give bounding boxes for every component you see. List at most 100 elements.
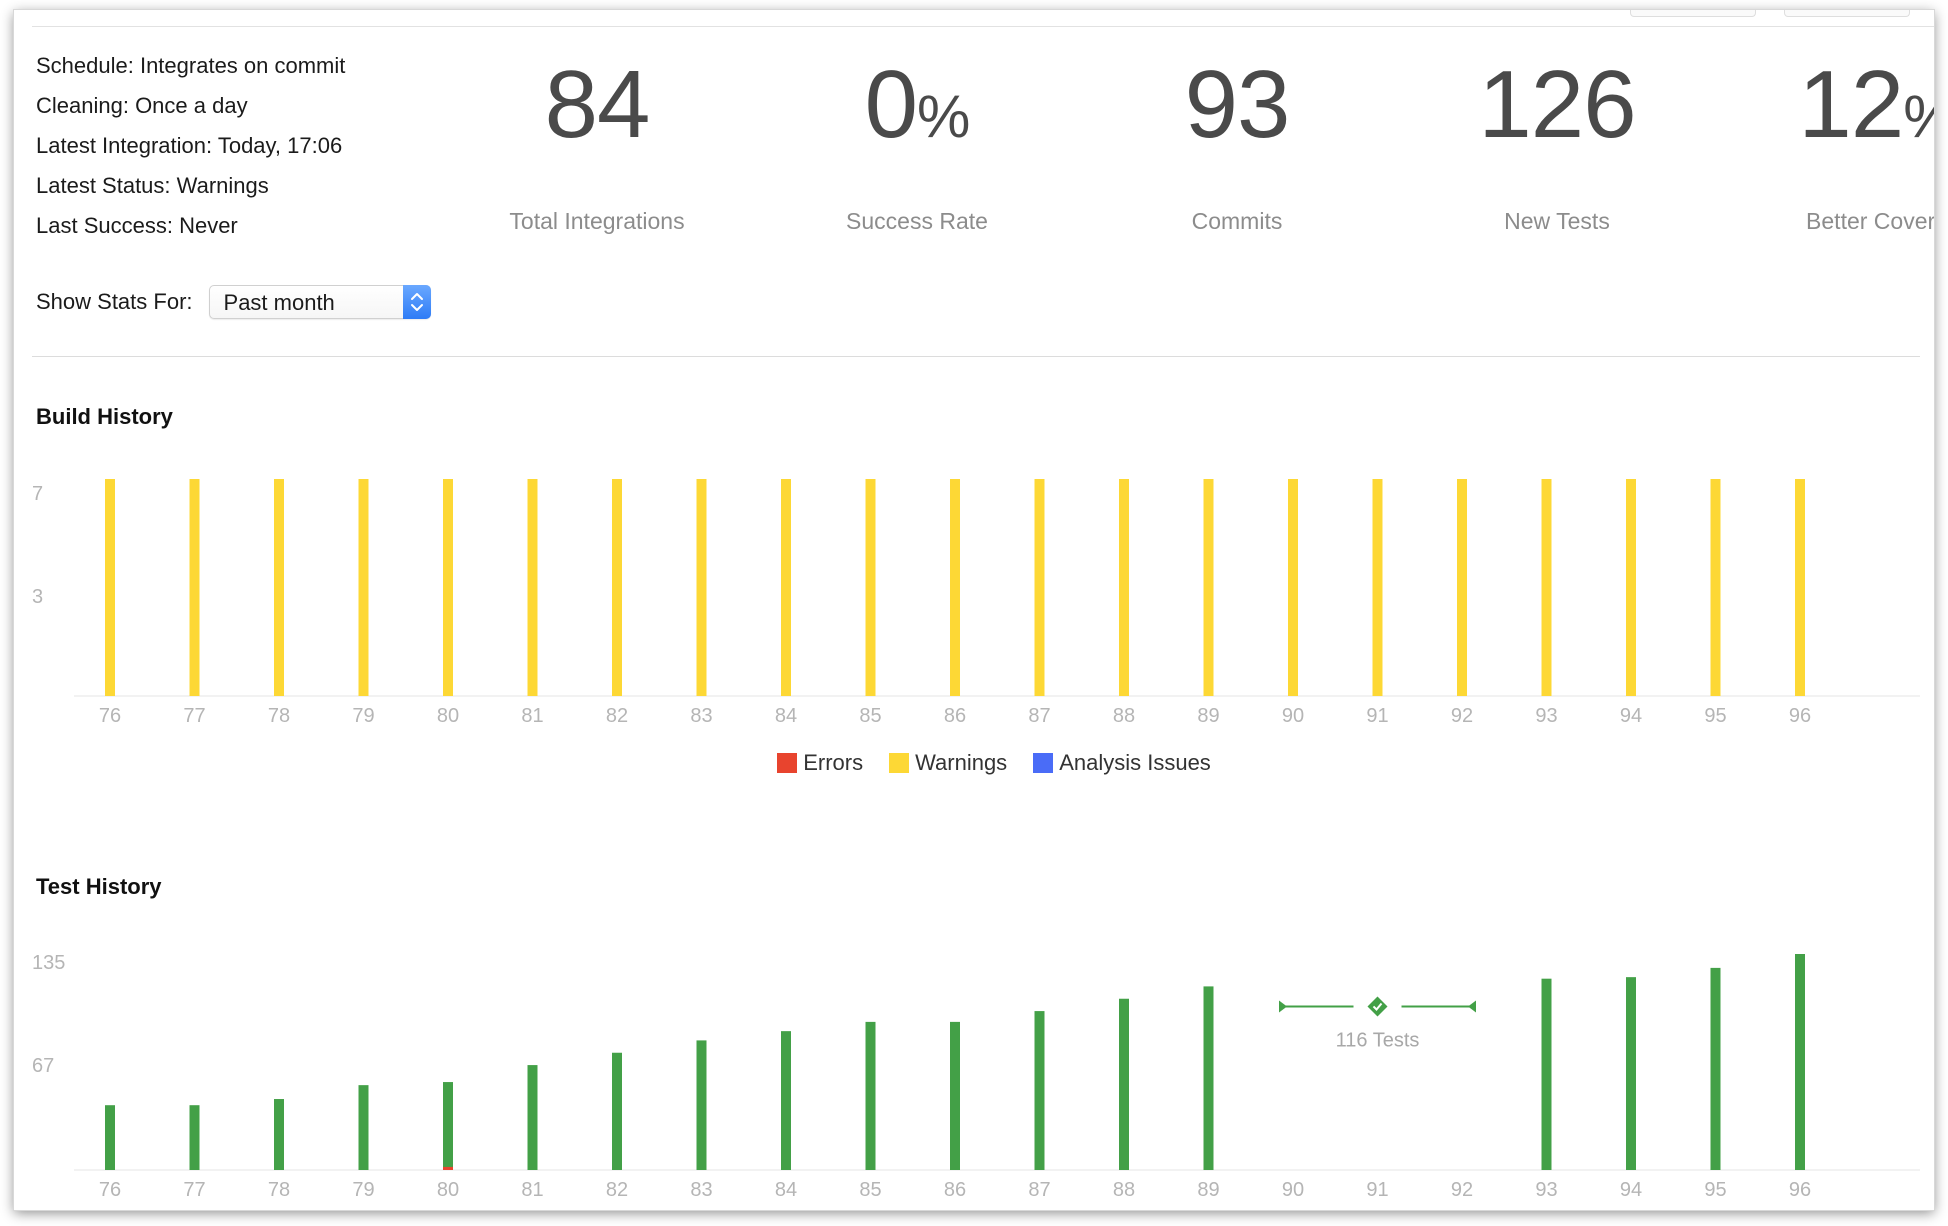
x-tick-label: 90 — [1282, 1179, 1304, 1201]
gap-arrow-right-icon — [1468, 1000, 1476, 1013]
stat-label: Total Integrations — [509, 208, 685, 234]
x-tick-label: 79 — [352, 1179, 374, 1201]
x-tick-label: 96 — [1789, 1179, 1811, 1201]
x-tick-label: 83 — [690, 1179, 712, 1201]
bar — [358, 479, 369, 696]
y-tick-label: 135 — [32, 952, 65, 974]
x-tick-label: 86 — [944, 705, 966, 727]
stats-period-select[interactable]: Past month — [208, 285, 431, 319]
latest-integration-text: Latest Integration: Today, 17:06 — [36, 133, 343, 158]
stat-better-coverage: 12% Better Covera — [1717, 50, 1934, 235]
bar — [612, 1052, 622, 1170]
gap-annotation-label: 116 Tests — [1336, 1029, 1420, 1051]
x-tick-label: 82 — [606, 705, 628, 727]
x-tick-label: 92 — [1451, 705, 1473, 727]
bar — [1710, 967, 1721, 1170]
x-tick-label: 84 — [775, 705, 797, 727]
x-tick-label: 81 — [521, 1179, 543, 1201]
build-history-chart: 7 3 76 77 78 79 80 81 82 83 84 85 86 87 88 89 90 91 92 93 94… — [32, 479, 1920, 727]
y-tick-label: 7 — [32, 483, 43, 505]
stat-success-rate: 0% Success Rate — [757, 50, 1077, 235]
stat-value: 12 — [1798, 51, 1904, 158]
x-tick-label: 81 — [521, 705, 543, 727]
bar — [865, 1021, 876, 1170]
latest-status-text: Latest Status: Warnings — [36, 173, 269, 198]
bar — [443, 1166, 453, 1170]
stat-value: 126 — [1478, 51, 1636, 158]
bar — [527, 1065, 538, 1170]
stat-label: Success Rate — [846, 208, 988, 234]
x-tick-label: 93 — [1535, 705, 1557, 727]
x-tick-label: 84 — [775, 1179, 797, 1201]
stats-period-control: Show Stats For: Past month — [36, 285, 431, 319]
bar — [696, 1040, 707, 1170]
bar — [189, 479, 200, 696]
warnings-swatch — [889, 753, 910, 773]
stat-commits: 93 Commits — [1077, 50, 1397, 235]
bar — [443, 479, 453, 696]
x-tick-label: 87 — [1028, 1179, 1050, 1201]
x-tick-label: 88 — [1113, 1179, 1135, 1201]
x-tick-label: 78 — [268, 1179, 290, 1201]
x-tick-label: 78 — [268, 705, 290, 727]
y-tick-label: 3 — [32, 586, 43, 608]
bar — [274, 1099, 284, 1170]
bar — [1288, 479, 1298, 696]
test-history-chart: 135 67 76 77 78 79 80 81 82 83 84 85 86 87 88 89 90 91 92 9… — [32, 952, 1920, 1201]
x-tick-label: 92 — [1451, 1179, 1473, 1201]
stat-label: Commits — [1191, 208, 1283, 234]
bar — [1034, 479, 1045, 696]
bar — [443, 1082, 453, 1170]
stat-label: Better Covera — [1806, 208, 1934, 234]
test-pass-diamond-icon — [1367, 996, 1388, 1017]
x-tick-label: 96 — [1789, 705, 1811, 727]
bar — [1795, 954, 1805, 1170]
bar — [1119, 998, 1129, 1170]
stat-label: New Tests — [1504, 208, 1610, 234]
bar — [1203, 986, 1214, 1170]
bot-summary-window: Schedule: Integrates on commit Cleaning:… — [14, 10, 1934, 1210]
x-tick-label: 79 — [352, 705, 374, 727]
toolbar-tab[interactable] — [1784, 10, 1910, 17]
bar — [950, 1021, 960, 1170]
x-tick-label: 90 — [1282, 705, 1304, 727]
legend-label: Analysis Issues — [1059, 750, 1211, 775]
top-border — [32, 26, 1934, 27]
bar — [105, 1105, 115, 1170]
bar — [358, 1085, 369, 1170]
bar — [527, 479, 538, 696]
x-tick-label: 76 — [99, 1179, 121, 1201]
x-tick-label: 88 — [1113, 705, 1135, 727]
toolbar-tab[interactable] — [1630, 10, 1756, 17]
cleaning-text: Cleaning: Once a day — [36, 93, 248, 118]
legend-item-analysis-issues[interactable]: Analysis Issues — [1033, 750, 1211, 776]
legend-item-warnings[interactable]: Warnings — [889, 750, 1007, 776]
x-tick-label: 89 — [1197, 1179, 1219, 1201]
analysis-issues-swatch — [1033, 753, 1054, 773]
x-tick-label: 89 — [1197, 705, 1219, 727]
bar — [696, 479, 707, 696]
bar — [1541, 479, 1552, 696]
legend-item-errors[interactable]: Errors — [777, 750, 863, 776]
x-tick-label: 95 — [1704, 1179, 1726, 1201]
bar — [1795, 479, 1805, 696]
x-tick-label: 85 — [859, 1179, 881, 1201]
x-tick-label: 80 — [437, 705, 459, 727]
chevron-up-down-icon[interactable] — [402, 285, 431, 319]
bar — [274, 479, 284, 696]
bar — [1119, 479, 1129, 696]
bar — [1626, 479, 1636, 696]
x-tick-label: 85 — [859, 705, 881, 727]
x-tick-label: 76 — [99, 705, 121, 727]
bar — [189, 1105, 200, 1170]
bar — [781, 479, 791, 696]
x-tick-label: 94 — [1620, 1179, 1642, 1201]
stats-period-value: Past month — [223, 290, 335, 315]
stat-unit: % — [1903, 83, 1934, 150]
legend-label: Errors — [803, 750, 864, 775]
bar — [865, 479, 876, 696]
x-tick-label: 82 — [606, 1179, 628, 1201]
stat-value: 93 — [1184, 51, 1291, 158]
bar — [1034, 1011, 1045, 1170]
bar — [1710, 479, 1721, 696]
